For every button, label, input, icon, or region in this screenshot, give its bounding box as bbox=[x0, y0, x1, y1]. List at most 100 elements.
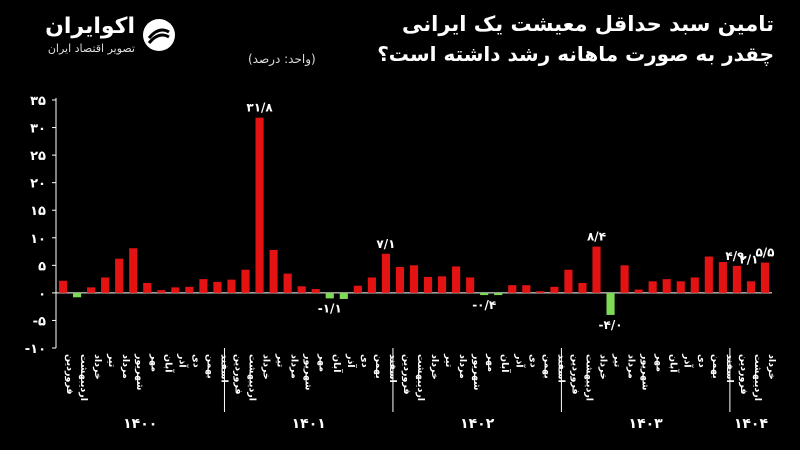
month-label: دی bbox=[696, 354, 707, 368]
month-label: تیر bbox=[275, 353, 286, 367]
bar bbox=[760, 262, 770, 293]
unit-label: (واحد: درصد) bbox=[248, 52, 316, 66]
month-label: مهر bbox=[317, 353, 328, 372]
value-label: -۱/۱ bbox=[318, 301, 342, 315]
bar bbox=[325, 292, 334, 299]
month-label: شهریور bbox=[471, 353, 482, 391]
brand-name: اکوایران bbox=[45, 14, 135, 39]
bar bbox=[353, 285, 362, 293]
y-tick-label: ۵ bbox=[38, 259, 46, 274]
month-label: مرداد bbox=[120, 354, 131, 379]
month-label: اسفند bbox=[218, 354, 229, 383]
bar bbox=[311, 289, 320, 293]
chart-title-line1: تامین سبد حداقل معیشت یک ایرانی bbox=[401, 12, 774, 36]
value-label: ۲/۱ bbox=[739, 252, 758, 266]
bar bbox=[578, 282, 587, 293]
month-label: بهمن bbox=[204, 354, 215, 379]
bar bbox=[283, 273, 292, 293]
bar bbox=[466, 277, 475, 293]
month-label: خرداد bbox=[429, 354, 440, 380]
bar bbox=[690, 277, 699, 293]
bar bbox=[101, 277, 110, 293]
month-label: فروردین bbox=[232, 354, 243, 395]
bar bbox=[87, 287, 96, 293]
bar bbox=[564, 269, 573, 293]
y-tick-label: ۰ bbox=[38, 287, 46, 302]
month-label: آذر bbox=[682, 353, 695, 368]
month-label: آذر bbox=[176, 353, 189, 368]
bar bbox=[395, 266, 405, 293]
month-label: اسفند bbox=[724, 354, 735, 383]
year-label: ۱۴۰۰ bbox=[123, 416, 157, 432]
month-label: فروردین bbox=[64, 354, 75, 395]
bar bbox=[620, 265, 629, 293]
bar bbox=[718, 262, 727, 293]
year-label: ۱۴۰۴ bbox=[734, 416, 769, 432]
bar bbox=[452, 266, 461, 293]
y-tick-label: ۲۵ bbox=[30, 149, 46, 164]
brand-tagline: تصویر اقتصاد ایران bbox=[47, 42, 135, 55]
month-label: دی bbox=[190, 354, 201, 368]
bar bbox=[339, 292, 348, 299]
year-label: ۱۴۰۳ bbox=[629, 416, 664, 432]
bar bbox=[185, 286, 194, 293]
value-label: ۵/۵ bbox=[755, 246, 774, 260]
month-label: آذر bbox=[345, 353, 358, 368]
y-tick-label: ۳۵ bbox=[30, 94, 46, 109]
bar bbox=[227, 279, 236, 293]
month-label: آبان bbox=[162, 354, 175, 373]
bar bbox=[367, 277, 376, 293]
month-label: بهمن bbox=[373, 354, 384, 379]
value-label: ۷/۱ bbox=[376, 237, 395, 251]
year-label: ۱۴۰۲ bbox=[460, 416, 495, 432]
bar bbox=[255, 117, 264, 293]
bar bbox=[704, 256, 713, 293]
bar bbox=[157, 290, 166, 293]
month-label: اردیبهشت bbox=[583, 354, 594, 401]
bar bbox=[648, 281, 657, 293]
bar bbox=[662, 279, 671, 293]
month-label: تیر bbox=[612, 353, 623, 367]
month-label: آبان bbox=[499, 354, 512, 373]
bar bbox=[746, 281, 756, 293]
bar bbox=[550, 286, 559, 293]
y-tick-label: ۱۵ bbox=[30, 204, 46, 219]
month-label: مهر bbox=[148, 353, 159, 372]
bar bbox=[480, 292, 489, 296]
value-label: -۴/۰ bbox=[599, 318, 623, 332]
month-label: تیر bbox=[443, 353, 454, 367]
month-label: آبان bbox=[331, 354, 344, 373]
bar bbox=[58, 280, 68, 293]
bar bbox=[536, 291, 545, 293]
bar bbox=[409, 265, 419, 293]
month-label: مهر bbox=[485, 353, 496, 372]
chart-title-line2: چقدر به صورت ماهانه رشد داشته است؟ bbox=[377, 42, 774, 66]
y-tick-label: ۳۰ bbox=[30, 122, 46, 137]
bar bbox=[592, 246, 601, 293]
bar bbox=[115, 258, 124, 293]
year-label: ۱۴۰۱ bbox=[292, 416, 326, 432]
month-label: مهر bbox=[654, 353, 665, 372]
month-label: تیر bbox=[106, 353, 117, 367]
y-tick-label: ۲۰ bbox=[30, 177, 46, 192]
bar bbox=[732, 265, 741, 293]
bar bbox=[606, 292, 615, 315]
bar bbox=[171, 287, 180, 293]
bar bbox=[213, 281, 222, 293]
month-label: آذر bbox=[513, 353, 526, 368]
value-label: ۸/۴ bbox=[587, 230, 606, 244]
month-label: بهمن bbox=[710, 354, 721, 379]
month-label: شهریور bbox=[303, 353, 314, 391]
bar bbox=[676, 281, 685, 293]
month-label: مرداد bbox=[289, 354, 300, 379]
y-tick-label: -۵ bbox=[33, 314, 46, 329]
bar bbox=[269, 249, 278, 293]
bar bbox=[522, 285, 531, 293]
month-label: خرداد bbox=[261, 354, 272, 380]
month-label: شهریور bbox=[134, 353, 145, 391]
month-label: دی bbox=[359, 354, 370, 368]
month-label: خرداد bbox=[766, 354, 777, 380]
month-label: اردیبهشت bbox=[247, 354, 258, 401]
month-label: فروردین bbox=[738, 354, 749, 395]
